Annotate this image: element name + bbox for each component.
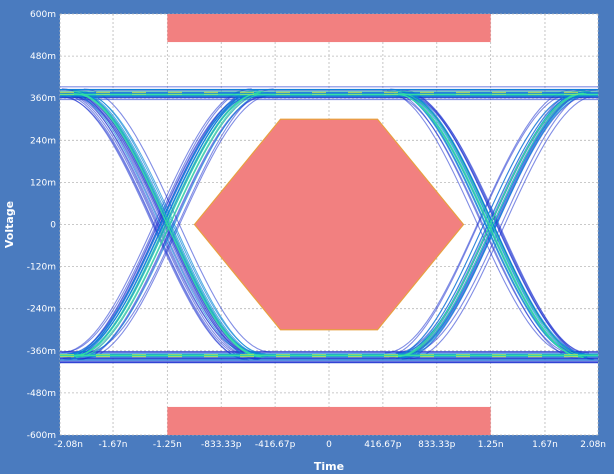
trace-transition: [398, 90, 587, 355]
trace-transition: [61, 93, 249, 358]
y-tick-label: -360m: [27, 347, 56, 357]
trace-transition: [75, 93, 264, 358]
y-tick-label: 480m: [30, 52, 56, 62]
x-tick-label: 1.25n: [478, 440, 504, 450]
y-axis-title: Voltage: [3, 201, 16, 248]
x-tick-label: -1.25n: [153, 440, 182, 450]
trace-transition: [66, 91, 254, 356]
trace-transition: [408, 89, 597, 354]
trace-transition: [61, 96, 250, 361]
x-tick-label: -833.33p: [201, 440, 242, 450]
y-tick-label: 600m: [30, 10, 56, 20]
x-tick-label: 833.33p: [418, 440, 455, 450]
x-tick-label: -416.67p: [255, 440, 296, 450]
x-tick-label: -2.08n: [54, 440, 83, 450]
trace-transition: [398, 92, 587, 357]
mask-center: [193, 118, 465, 331]
trace-transition: [72, 95, 260, 361]
y-tick-labels: 600m 480m 360m 240m 120m 0 -120m -240m -360m -480…: [27, 10, 56, 441]
y-tick-label: -600m: [27, 431, 56, 441]
trace-transition: [76, 91, 264, 356]
trace-transition: [72, 91, 261, 356]
x-tick-label: 1.67n: [532, 440, 558, 450]
trace-transition: [393, 93, 581, 358]
trace-transition: [70, 90, 259, 355]
trace-transition: [73, 94, 262, 359]
trace-transition: [390, 94, 578, 359]
trace-transition: [389, 93, 578, 358]
x-tick-label: 2.08n: [580, 440, 606, 450]
trace-transition: [62, 92, 251, 358]
mask-regions: [167, 14, 491, 435]
trace-transition: [396, 93, 584, 358]
mask-upper: [167, 14, 491, 43]
y-tick-label: -240m: [27, 305, 56, 315]
x-tick-label: 0: [326, 440, 332, 450]
trace-transition: [391, 91, 580, 356]
trace-transition: [395, 93, 584, 358]
trace-transition: [80, 92, 269, 357]
y-tick-label: -120m: [27, 263, 56, 273]
trace-transition: [394, 93, 582, 358]
trace-transition: [384, 89, 573, 354]
trace-transition: [382, 90, 571, 355]
y-tick-label: 360m: [30, 94, 56, 104]
y-tick-label: 120m: [30, 178, 56, 188]
y-tick-label: -480m: [27, 389, 56, 399]
trace-transition: [83, 88, 272, 353]
trace-transition: [386, 90, 575, 355]
trace-transition: [398, 92, 586, 357]
x-tick-label: 416.67p: [364, 440, 401, 450]
trace-transition: [61, 88, 250, 353]
trace-transition: [66, 93, 255, 358]
trace-transition: [86, 88, 274, 353]
x-tick-labels: -2.08n -1.67n -1.25n -833.33p -416.67p 0 416.6…: [54, 440, 606, 450]
signal-traces: [60, 86, 598, 364]
x-tick-label: -1.67n: [99, 440, 128, 450]
mask-lower: [167, 406, 491, 435]
trace-transition: [405, 95, 593, 360]
trace-transition: [70, 93, 259, 358]
y-tick-label: 240m: [30, 136, 56, 146]
x-axis-title: Time: [314, 460, 344, 473]
y-tick-label: 0: [50, 221, 56, 231]
trace-transition: [84, 94, 273, 359]
trace-transition: [406, 95, 595, 360]
trace-transition: [401, 94, 590, 359]
trace-transition: [409, 95, 598, 360]
